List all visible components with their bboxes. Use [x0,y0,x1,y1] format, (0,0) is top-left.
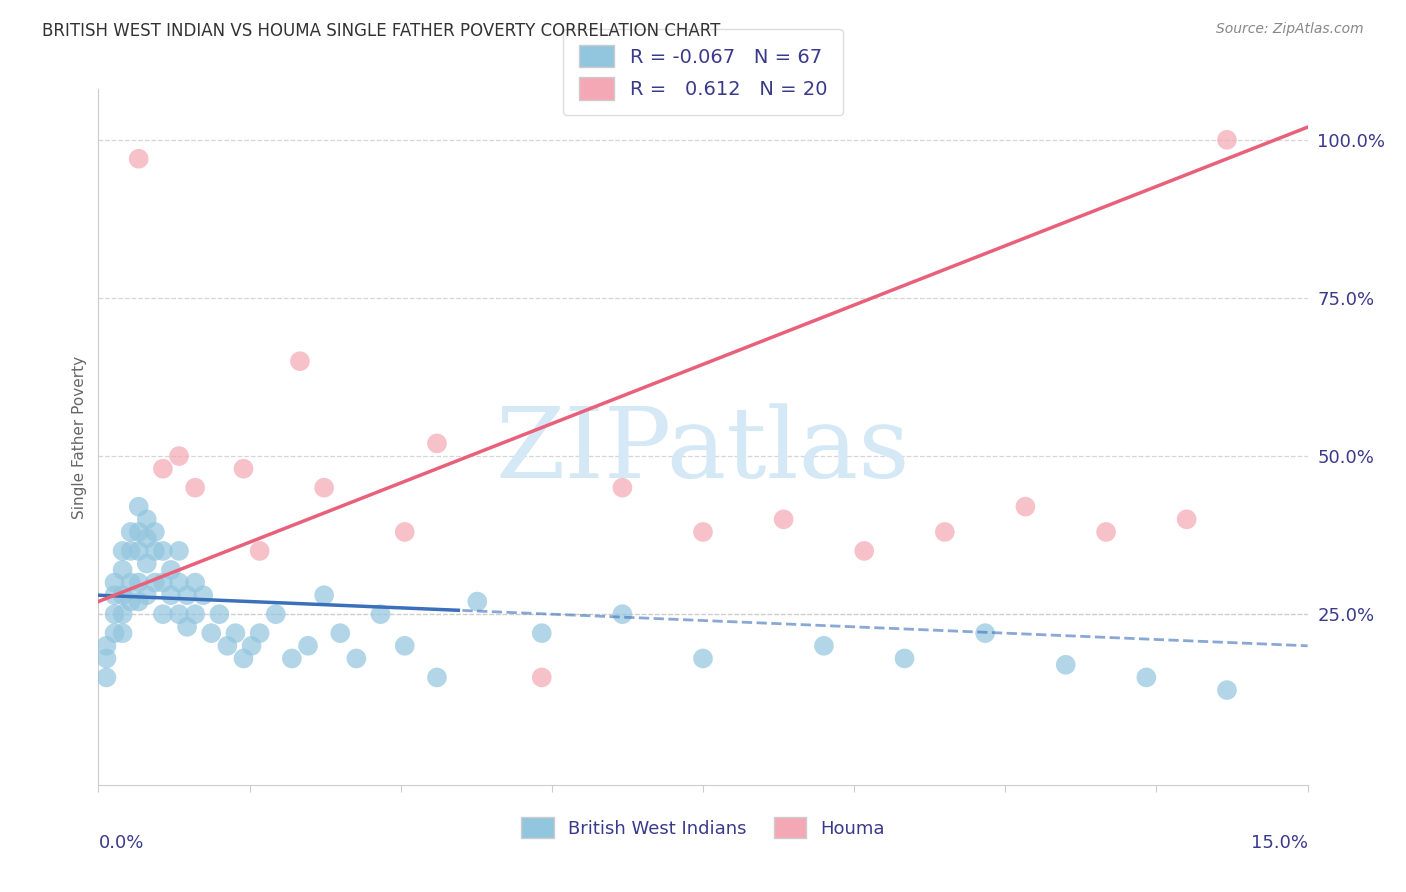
Point [184,575,207,590]
Point [120,594,142,608]
Point [224,626,246,640]
Point [612,607,634,622]
Point [184,607,207,622]
Point [152,575,174,590]
Point [217,639,239,653]
Point [128,594,150,608]
Point [329,626,352,640]
Point [692,524,714,539]
Point [297,639,319,653]
Point [111,607,134,622]
Point [160,563,183,577]
Point [103,626,125,640]
Point [96,670,118,684]
Point [772,512,794,526]
Point [135,557,157,571]
Point [208,607,231,622]
Point [344,651,367,665]
Point [1175,512,1198,526]
Point [232,651,254,665]
Point [612,481,634,495]
Point [249,544,271,558]
Point [167,607,190,622]
Point [128,575,150,590]
Point [135,512,157,526]
Point [281,651,304,665]
Point [152,461,174,475]
Point [1216,133,1239,147]
Point [314,481,336,495]
Point [1014,500,1036,514]
Point [143,524,166,539]
Point [314,588,336,602]
Point [426,436,449,450]
Point [152,607,174,622]
Point [692,651,714,665]
Point [394,524,416,539]
Point [128,524,150,539]
Point [96,651,118,665]
Point [167,449,190,463]
Point [426,670,449,684]
Point [167,544,190,558]
Point [394,639,416,653]
Point [111,544,134,558]
Point [200,626,222,640]
Point [135,531,157,545]
Point [249,626,271,640]
Point [1135,670,1157,684]
Point [111,563,134,577]
Point [176,620,198,634]
Point [120,524,142,539]
Point [103,607,125,622]
Point [530,670,553,684]
Point [103,588,125,602]
Point [240,639,263,653]
Point [167,575,190,590]
Point [934,524,956,539]
Point [120,544,142,558]
Point [143,544,166,558]
Point [128,544,150,558]
Point [813,639,835,653]
Point [135,588,157,602]
Point [193,588,215,602]
Point [152,544,174,558]
Point [264,607,287,622]
Point [128,500,150,514]
Point [160,588,183,602]
Point [853,544,876,558]
Point [1054,657,1077,672]
Point [176,588,198,602]
Legend: British West Indians, Houma: British West Indians, Houma [513,810,893,846]
Y-axis label: Single Father Poverty: Single Father Poverty [72,356,87,518]
Point [111,626,134,640]
Point [370,607,392,622]
Point [120,575,142,590]
Point [96,639,118,653]
Text: ZIPatlas: ZIPatlas [496,403,910,499]
Text: 0.0%: 0.0% [98,834,143,852]
Point [232,461,254,475]
Text: BRITISH WEST INDIAN VS HOUMA SINGLE FATHER POVERTY CORRELATION CHART: BRITISH WEST INDIAN VS HOUMA SINGLE FATH… [42,22,720,40]
Point [184,481,207,495]
Point [974,626,997,640]
Point [530,626,553,640]
Point [893,651,915,665]
Point [1216,683,1239,698]
Point [288,354,311,368]
Point [103,575,125,590]
Point [1095,524,1118,539]
Point [143,575,166,590]
Text: Source: ZipAtlas.com: Source: ZipAtlas.com [1216,22,1364,37]
Point [465,594,488,608]
Point [111,588,134,602]
Text: 15.0%: 15.0% [1250,834,1308,852]
Point [128,152,150,166]
